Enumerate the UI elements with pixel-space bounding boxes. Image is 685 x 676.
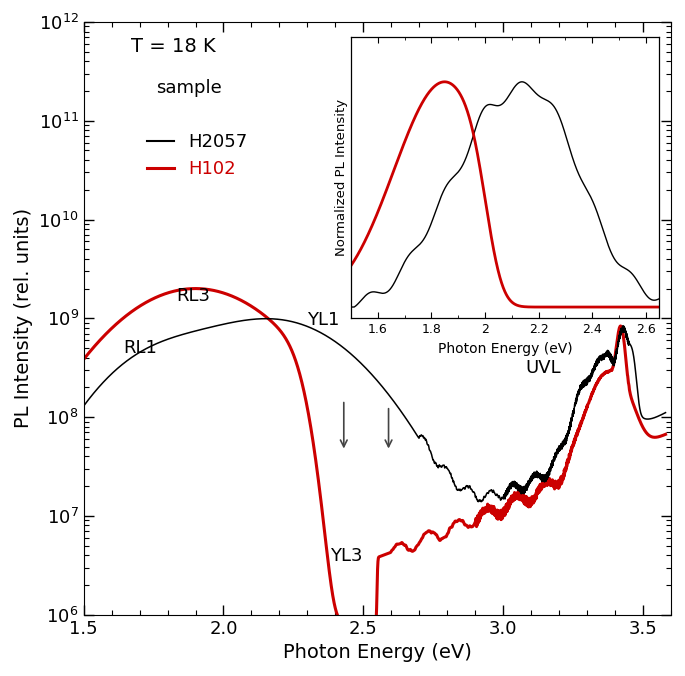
- Text: T = 18 K: T = 18 K: [131, 37, 215, 55]
- Legend: H2057, H102: H2057, H102: [140, 126, 255, 185]
- Text: YL3: YL3: [329, 547, 362, 565]
- Text: UVL: UVL: [525, 359, 561, 377]
- Text: sample: sample: [156, 79, 222, 97]
- Text: RL3: RL3: [176, 287, 210, 305]
- X-axis label: Photon Energy (eV): Photon Energy (eV): [283, 643, 472, 662]
- Y-axis label: PL Intensity (rel. units): PL Intensity (rel. units): [14, 208, 33, 429]
- Text: RL1: RL1: [123, 339, 157, 356]
- Text: YL1: YL1: [308, 311, 340, 329]
